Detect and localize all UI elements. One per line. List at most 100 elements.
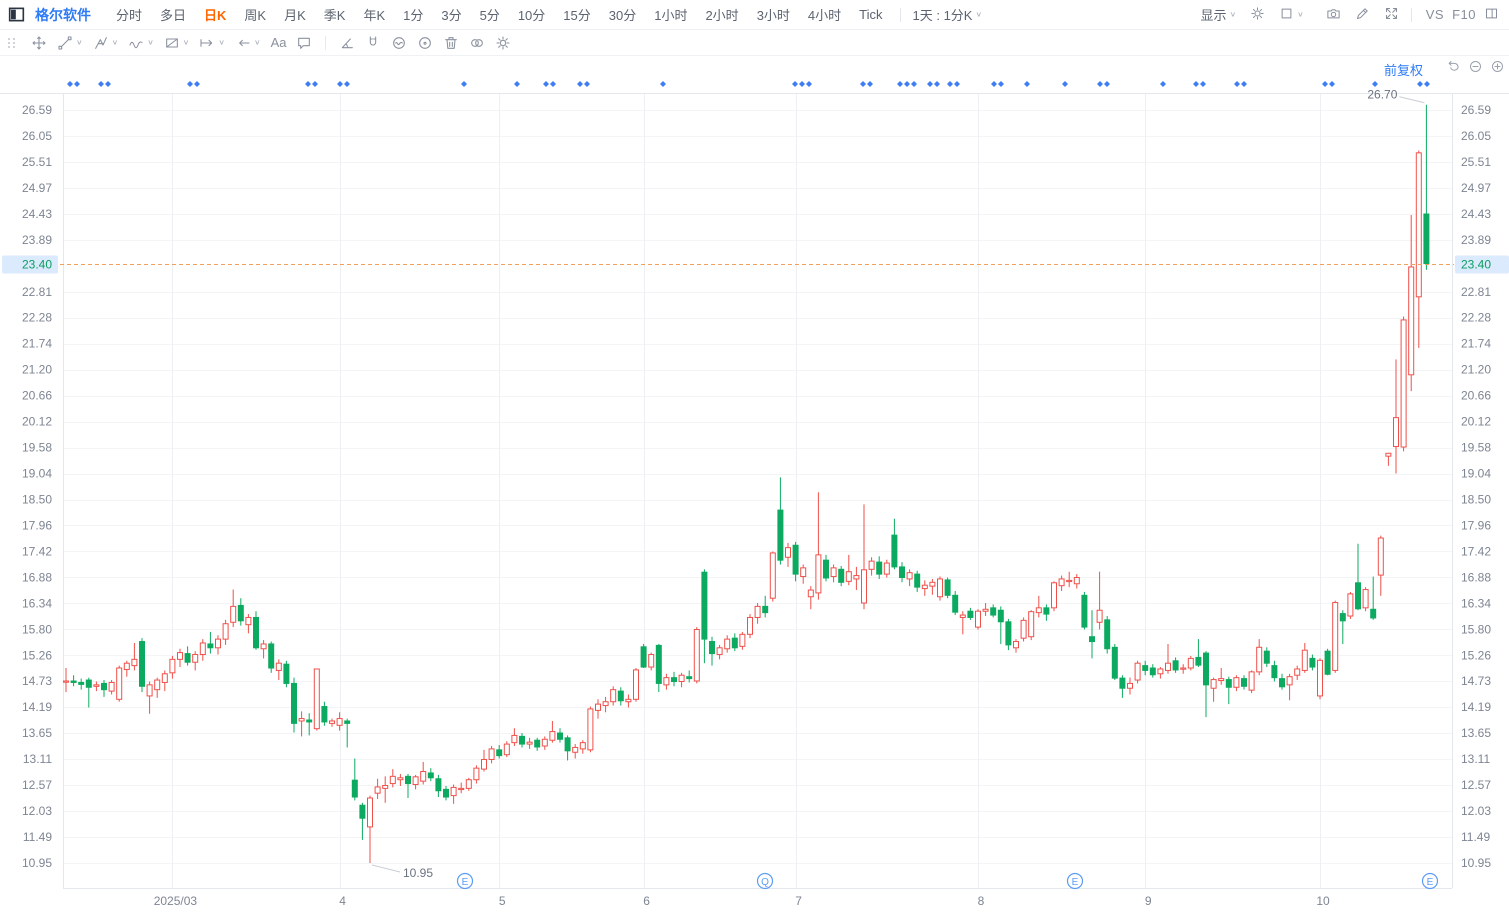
announcement-diamond-icon[interactable] [577, 81, 583, 87]
undo-icon[interactable] [1446, 59, 1461, 79]
trend-line-tool-icon[interactable]: ∨ [57, 35, 83, 51]
announcement-diamond-icon[interactable] [947, 81, 953, 87]
announcement-diamond-icon[interactable] [860, 81, 866, 87]
announcement-diamond-icon[interactable] [792, 81, 798, 87]
period-tab-分时[interactable]: 分时 [116, 8, 143, 23]
angle-tool-icon[interactable] [339, 35, 355, 51]
custom-period-dropdown[interactable]: 1天 : 1分K ∨ [909, 5, 987, 24]
candlestick-chart[interactable]: 23.40 23.40 26.59 26.59 26.05 26.05 25.51 25.51… [0, 56, 1509, 921]
event-marker-E[interactable] [456, 872, 474, 890]
stock-symbol[interactable]: 格尔软件 [35, 6, 91, 23]
announcement-diamond-icon[interactable] [98, 81, 104, 87]
announcement-diamond-icon[interactable] [1329, 81, 1335, 87]
announcement-diamond-icon[interactable] [74, 81, 80, 87]
trash-tool-icon[interactable] [443, 35, 459, 51]
announcement-diamond-icon[interactable] [1200, 81, 1206, 87]
announcement-diamond-icon[interactable] [911, 81, 917, 87]
event-marker-E[interactable] [1066, 872, 1084, 890]
period-tab-季K[interactable]: 季K [323, 8, 346, 23]
announcement-diamond-icon[interactable] [1424, 81, 1430, 87]
toolbar-grip-handle[interactable] [8, 37, 16, 48]
period-tab-4小时[interactable]: 4小时 [807, 8, 842, 23]
announcement-diamond-icon[interactable] [1322, 81, 1328, 87]
period-tab-Tick[interactable]: Tick [859, 7, 883, 22]
gear-tool-icon[interactable] [495, 35, 511, 51]
zoom-in-icon[interactable] [1490, 59, 1505, 79]
f10-button[interactable]: F10 [1452, 7, 1476, 22]
announcement-diamond-icon[interactable] [514, 81, 520, 87]
period-tab-年K[interactable]: 年K [363, 8, 386, 23]
settings-gear-icon[interactable] [1250, 6, 1265, 24]
period-tab-多日[interactable]: 多日 [160, 8, 187, 23]
announcement-diamond-icon[interactable] [344, 81, 350, 87]
announcement-diamond-icon[interactable] [187, 81, 193, 87]
dot-circle-tool-icon[interactable] [417, 35, 433, 51]
announcement-diamond-icon[interactable] [927, 81, 933, 87]
announcement-diamond-icon[interactable] [904, 81, 910, 87]
announcement-diamond-icon[interactable] [991, 81, 997, 87]
event-marker-Q[interactable] [756, 872, 774, 890]
wave-tool-icon[interactable]: ∨ [128, 35, 154, 51]
announcement-diamond-icon[interactable] [1024, 81, 1030, 87]
period-tab-周K[interactable]: 周K [244, 8, 267, 23]
announcement-diamond-icon[interactable] [337, 81, 343, 87]
strike-circle-tool-icon[interactable] [391, 35, 407, 51]
announcement-diamond-icon[interactable] [312, 81, 318, 87]
announcement-diamond-icon[interactable] [1062, 81, 1068, 87]
fullscreen-expand-icon[interactable] [1384, 6, 1399, 24]
announcement-diamond-icon[interactable] [934, 81, 940, 87]
period-tab-2小时[interactable]: 2小时 [705, 8, 739, 23]
announcement-diamond-icon[interactable] [105, 81, 111, 87]
announcement-diamond-icon[interactable] [998, 81, 1004, 87]
adjustment-mode-button[interactable]: 前复权 [1383, 62, 1423, 78]
comment-tool-icon[interactable] [296, 35, 312, 51]
period-tab-15分[interactable]: 15分 [563, 8, 591, 23]
announcement-diamond-icon[interactable] [806, 81, 812, 87]
announcement-diamond-icon[interactable] [1097, 81, 1103, 87]
period-tab-1分[interactable]: 1分 [403, 8, 424, 23]
announcement-diamond-icon[interactable] [660, 81, 666, 87]
announcement-diamond-icon[interactable] [1104, 81, 1110, 87]
period-tab-1小时[interactable]: 1小时 [654, 8, 688, 23]
announcement-diamond-icon[interactable] [305, 81, 311, 87]
announcement-diamond-icon[interactable] [1417, 81, 1423, 87]
magnet-tool-icon[interactable] [365, 35, 381, 51]
announcement-diamond-icon[interactable] [584, 81, 590, 87]
period-tab-3小时[interactable]: 3小时 [756, 8, 790, 23]
text-tool-icon[interactable]: Aa [270, 35, 287, 50]
announcement-diamond-icon[interactable] [1372, 81, 1378, 87]
announcement-diamond-icon[interactable] [461, 81, 467, 87]
period-tab-5分[interactable]: 5分 [479, 8, 500, 23]
pitchfork-tool-icon[interactable]: ∨ [93, 35, 118, 51]
display-dropdown[interactable]: 显示 ∨ [1201, 5, 1237, 24]
pencil-icon[interactable] [1355, 6, 1370, 24]
panel-right-icon[interactable] [1484, 6, 1499, 24]
period-tab-10分[interactable]: 10分 [517, 8, 546, 23]
announcement-diamond-icon[interactable] [867, 81, 873, 87]
announcement-diamond-icon[interactable] [1234, 81, 1240, 87]
announcement-diamond-icon[interactable] [799, 81, 805, 87]
announcement-diamond-icon[interactable] [67, 81, 73, 87]
period-tab-日K[interactable]: 日K [204, 8, 227, 23]
camera-icon[interactable] [1326, 6, 1341, 24]
announcement-diamond-icon[interactable] [897, 81, 903, 87]
period-tab-3分[interactable]: 3分 [441, 8, 462, 23]
zoom-out-icon[interactable] [1468, 59, 1483, 79]
gann-box-tool-icon[interactable]: ∨ [164, 35, 189, 51]
announcement-diamond-icon[interactable] [954, 81, 960, 87]
announcement-diamond-icon[interactable] [550, 81, 556, 87]
period-tab-30分[interactable]: 30分 [608, 8, 637, 23]
arrow-left-tool-icon[interactable]: ∨ [235, 35, 261, 51]
period-tab-月K[interactable]: 月K [284, 8, 306, 23]
layout-box-dropdown[interactable]: ∨ [1279, 6, 1304, 24]
announcement-diamond-icon[interactable] [194, 81, 200, 87]
announcement-diamond-icon[interactable] [1241, 81, 1247, 87]
announcement-diamond-icon[interactable] [1193, 81, 1199, 87]
move-tool-icon[interactable] [31, 35, 47, 51]
event-marker-E[interactable] [1421, 872, 1439, 890]
vs-button[interactable]: VS [1425, 7, 1445, 22]
announcement-diamond-icon[interactable] [1160, 81, 1166, 87]
announcement-diamond-icon[interactable] [543, 81, 549, 87]
link-circles-tool-icon[interactable] [469, 35, 485, 51]
extend-line-tool-icon[interactable]: ∨ [199, 35, 225, 51]
